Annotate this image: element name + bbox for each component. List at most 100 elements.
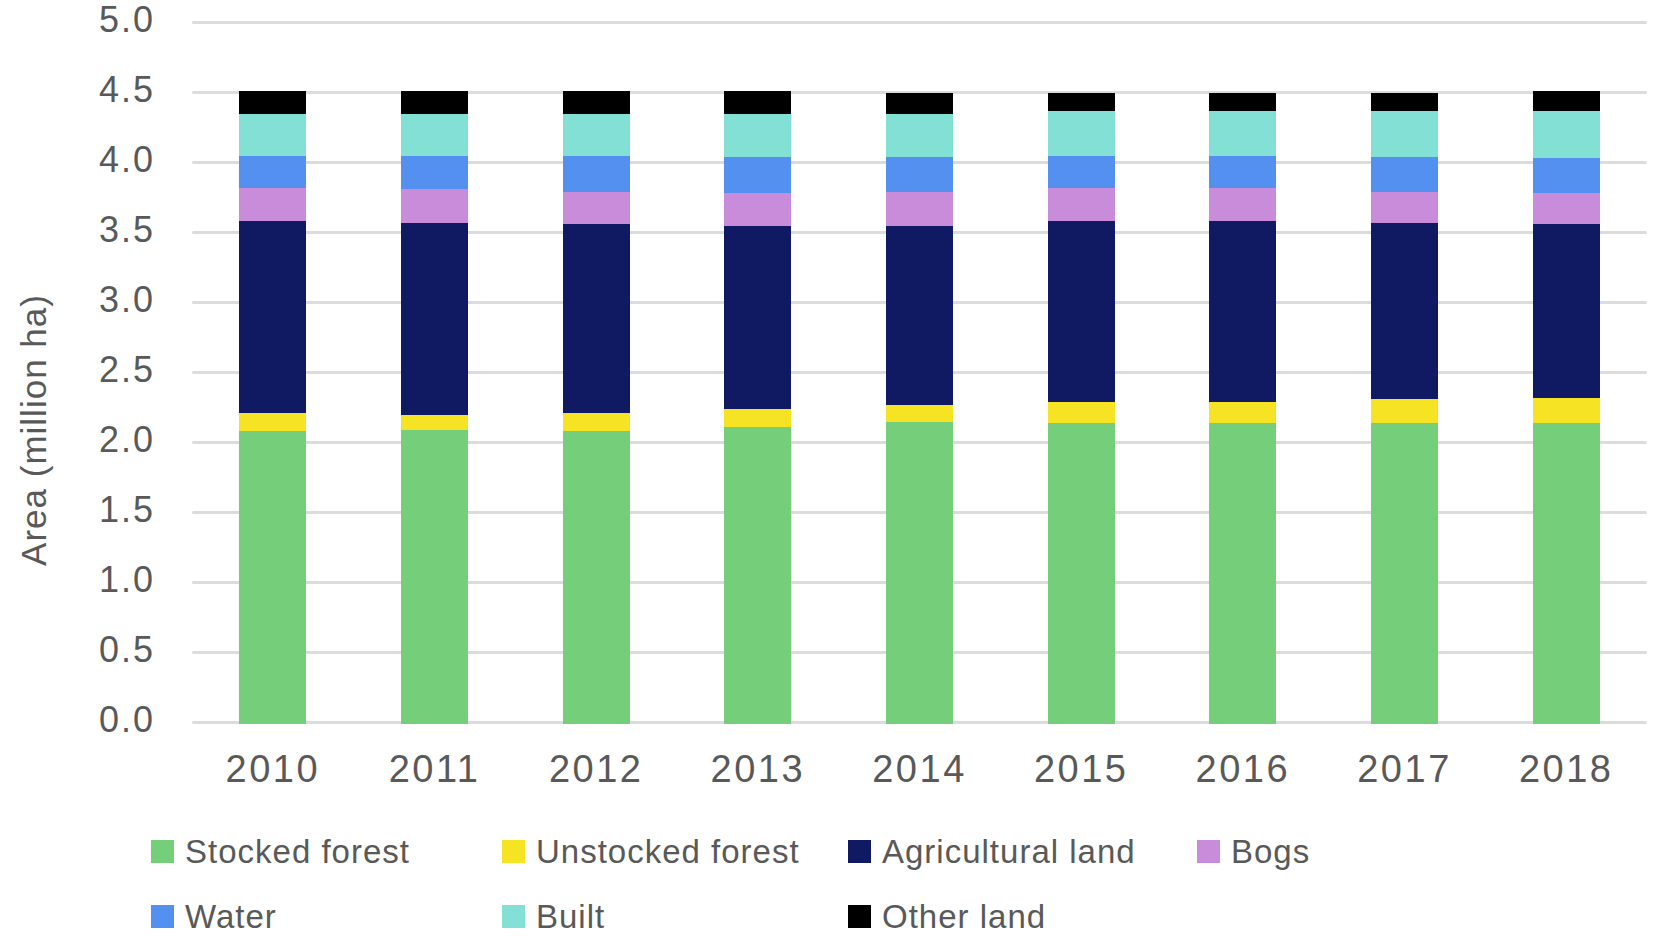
bar-segment-2018-other-land: [1533, 91, 1600, 111]
bar-segment-2017-stocked-forest: [1371, 423, 1438, 724]
x-tick-label-2018: 2018: [1519, 748, 1614, 791]
y-tick-label: 1.5: [35, 489, 155, 531]
bar-segment-2012-water: [563, 156, 630, 192]
bar-segment-2017-unstocked-forest: [1371, 399, 1438, 423]
y-tick-label: 2.0: [35, 419, 155, 461]
bar-segment-2012-built: [563, 114, 630, 156]
y-tick-label: 4.5: [35, 69, 155, 111]
bar-segment-2014-other-land: [886, 93, 953, 114]
bar-segment-2011-other-land: [401, 91, 468, 113]
y-tick-label: 3.5: [35, 209, 155, 251]
bar-segment-2018-stocked-forest: [1533, 423, 1600, 724]
bar-segment-2017-built: [1371, 111, 1438, 157]
x-tick-label-2011: 2011: [389, 748, 481, 791]
bar-segment-2016-built: [1209, 111, 1276, 156]
legend-item-stocked-forest: Stocked forest: [151, 840, 410, 863]
bar-segment-2014-bogs: [886, 192, 953, 226]
bar-segment-2015-other-land: [1048, 93, 1115, 111]
legend-item-agricultural-land: Agricultural land: [848, 840, 1136, 863]
legend-label: Other land: [882, 898, 1046, 936]
bar-segment-2017-water: [1371, 157, 1438, 192]
bar-segment-2015-agricultural-land: [1048, 221, 1115, 402]
bar-segment-2010-water: [239, 156, 306, 188]
y-tick-label: 3.0: [35, 279, 155, 321]
bar-segment-2015-bogs: [1048, 188, 1115, 222]
bar-segment-2010-stocked-forest: [239, 431, 306, 724]
bar-segment-2010-unstocked-forest: [239, 413, 306, 431]
x-tick-label-2015: 2015: [1034, 748, 1129, 791]
bar-segment-2018-unstocked-forest: [1533, 398, 1600, 423]
x-tick-label-2017: 2017: [1357, 748, 1452, 791]
legend-swatch-agricultural-land: [848, 840, 871, 863]
bar-segment-2013-stocked-forest: [724, 427, 791, 724]
legend-item-other-land: Other land: [848, 905, 1046, 928]
bar-segment-2018-water: [1533, 158, 1600, 193]
legend-item-unstocked-forest: Unstocked forest: [502, 840, 800, 863]
legend-label: Unstocked forest: [536, 833, 800, 871]
bar-segment-2011-built: [401, 114, 468, 156]
bar-segment-2018-agricultural-land: [1533, 224, 1600, 398]
y-tick-label: 4.0: [35, 139, 155, 181]
x-tick-label-2012: 2012: [549, 748, 644, 791]
bar-segment-2014-stocked-forest: [886, 422, 953, 724]
legend-label: Water: [185, 898, 277, 936]
y-tick-label: 5.0: [35, 0, 155, 41]
legend-swatch-unstocked-forest: [502, 840, 525, 863]
bar-segment-2016-agricultural-land: [1209, 221, 1276, 402]
bar-segment-2012-bogs: [563, 192, 630, 224]
bar-segment-2013-built: [724, 114, 791, 157]
x-tick-label-2014: 2014: [872, 748, 967, 791]
legend-label: Stocked forest: [185, 833, 410, 871]
bar-segment-2010-other-land: [239, 91, 306, 113]
y-tick-label: 0.0: [35, 699, 155, 741]
y-tick-label: 0.5: [35, 629, 155, 671]
bar-segment-2011-bogs: [401, 189, 468, 223]
bar-segment-2011-stocked-forest: [401, 430, 468, 724]
bar-segment-2016-other-land: [1209, 93, 1276, 111]
bar-segment-2017-bogs: [1371, 192, 1438, 223]
bar-segment-2016-unstocked-forest: [1209, 402, 1276, 423]
bar-segment-2016-water: [1209, 156, 1276, 188]
bar-segment-2016-bogs: [1209, 188, 1276, 222]
gridline-5.0: [192, 21, 1647, 24]
bar-segment-2011-water: [401, 156, 468, 190]
bar-segment-2017-agricultural-land: [1371, 223, 1438, 399]
y-tick-label: 1.0: [35, 559, 155, 601]
bar-segment-2013-bogs: [724, 193, 791, 225]
bar-segment-2014-unstocked-forest: [886, 405, 953, 422]
legend-label: Agricultural land: [882, 833, 1136, 871]
bar-segment-2015-stocked-forest: [1048, 423, 1115, 724]
bar-segment-2011-agricultural-land: [401, 223, 468, 415]
bar-segment-2012-other-land: [563, 91, 630, 113]
y-tick-label: 2.5: [35, 349, 155, 391]
bar-segment-2010-agricultural-land: [239, 221, 306, 413]
bar-segment-2013-water: [724, 157, 791, 193]
legend-swatch-water: [151, 905, 174, 928]
bar-segment-2015-unstocked-forest: [1048, 402, 1115, 423]
bar-segment-2011-unstocked-forest: [401, 415, 468, 430]
legend-swatch-other-land: [848, 905, 871, 928]
bar-segment-2018-bogs: [1533, 193, 1600, 224]
legend-item-built: Built: [502, 905, 605, 928]
bar-segment-2012-agricultural-land: [563, 224, 630, 413]
bar-segment-2013-unstocked-forest: [724, 409, 791, 427]
bar-segment-2017-other-land: [1371, 93, 1438, 111]
legend-item-bogs: Bogs: [1197, 840, 1310, 863]
legend-swatch-bogs: [1197, 840, 1220, 863]
legend-item-water: Water: [151, 905, 277, 928]
bar-segment-2010-built: [239, 114, 306, 156]
legend-label: Bogs: [1231, 833, 1310, 871]
bar-segment-2018-built: [1533, 111, 1600, 159]
legend-swatch-stocked-forest: [151, 840, 174, 863]
bar-segment-2012-stocked-forest: [563, 431, 630, 724]
x-tick-label-2013: 2013: [711, 748, 806, 791]
bar-segment-2014-built: [886, 114, 953, 157]
legend-label: Built: [536, 898, 605, 936]
bar-segment-2012-unstocked-forest: [563, 413, 630, 431]
bar-segment-2010-bogs: [239, 188, 306, 222]
x-tick-label-2010: 2010: [226, 748, 321, 791]
bar-segment-2013-other-land: [724, 91, 791, 113]
bar-segment-2014-water: [886, 157, 953, 192]
bar-segment-2016-stocked-forest: [1209, 423, 1276, 724]
x-tick-label-2016: 2016: [1196, 748, 1291, 791]
